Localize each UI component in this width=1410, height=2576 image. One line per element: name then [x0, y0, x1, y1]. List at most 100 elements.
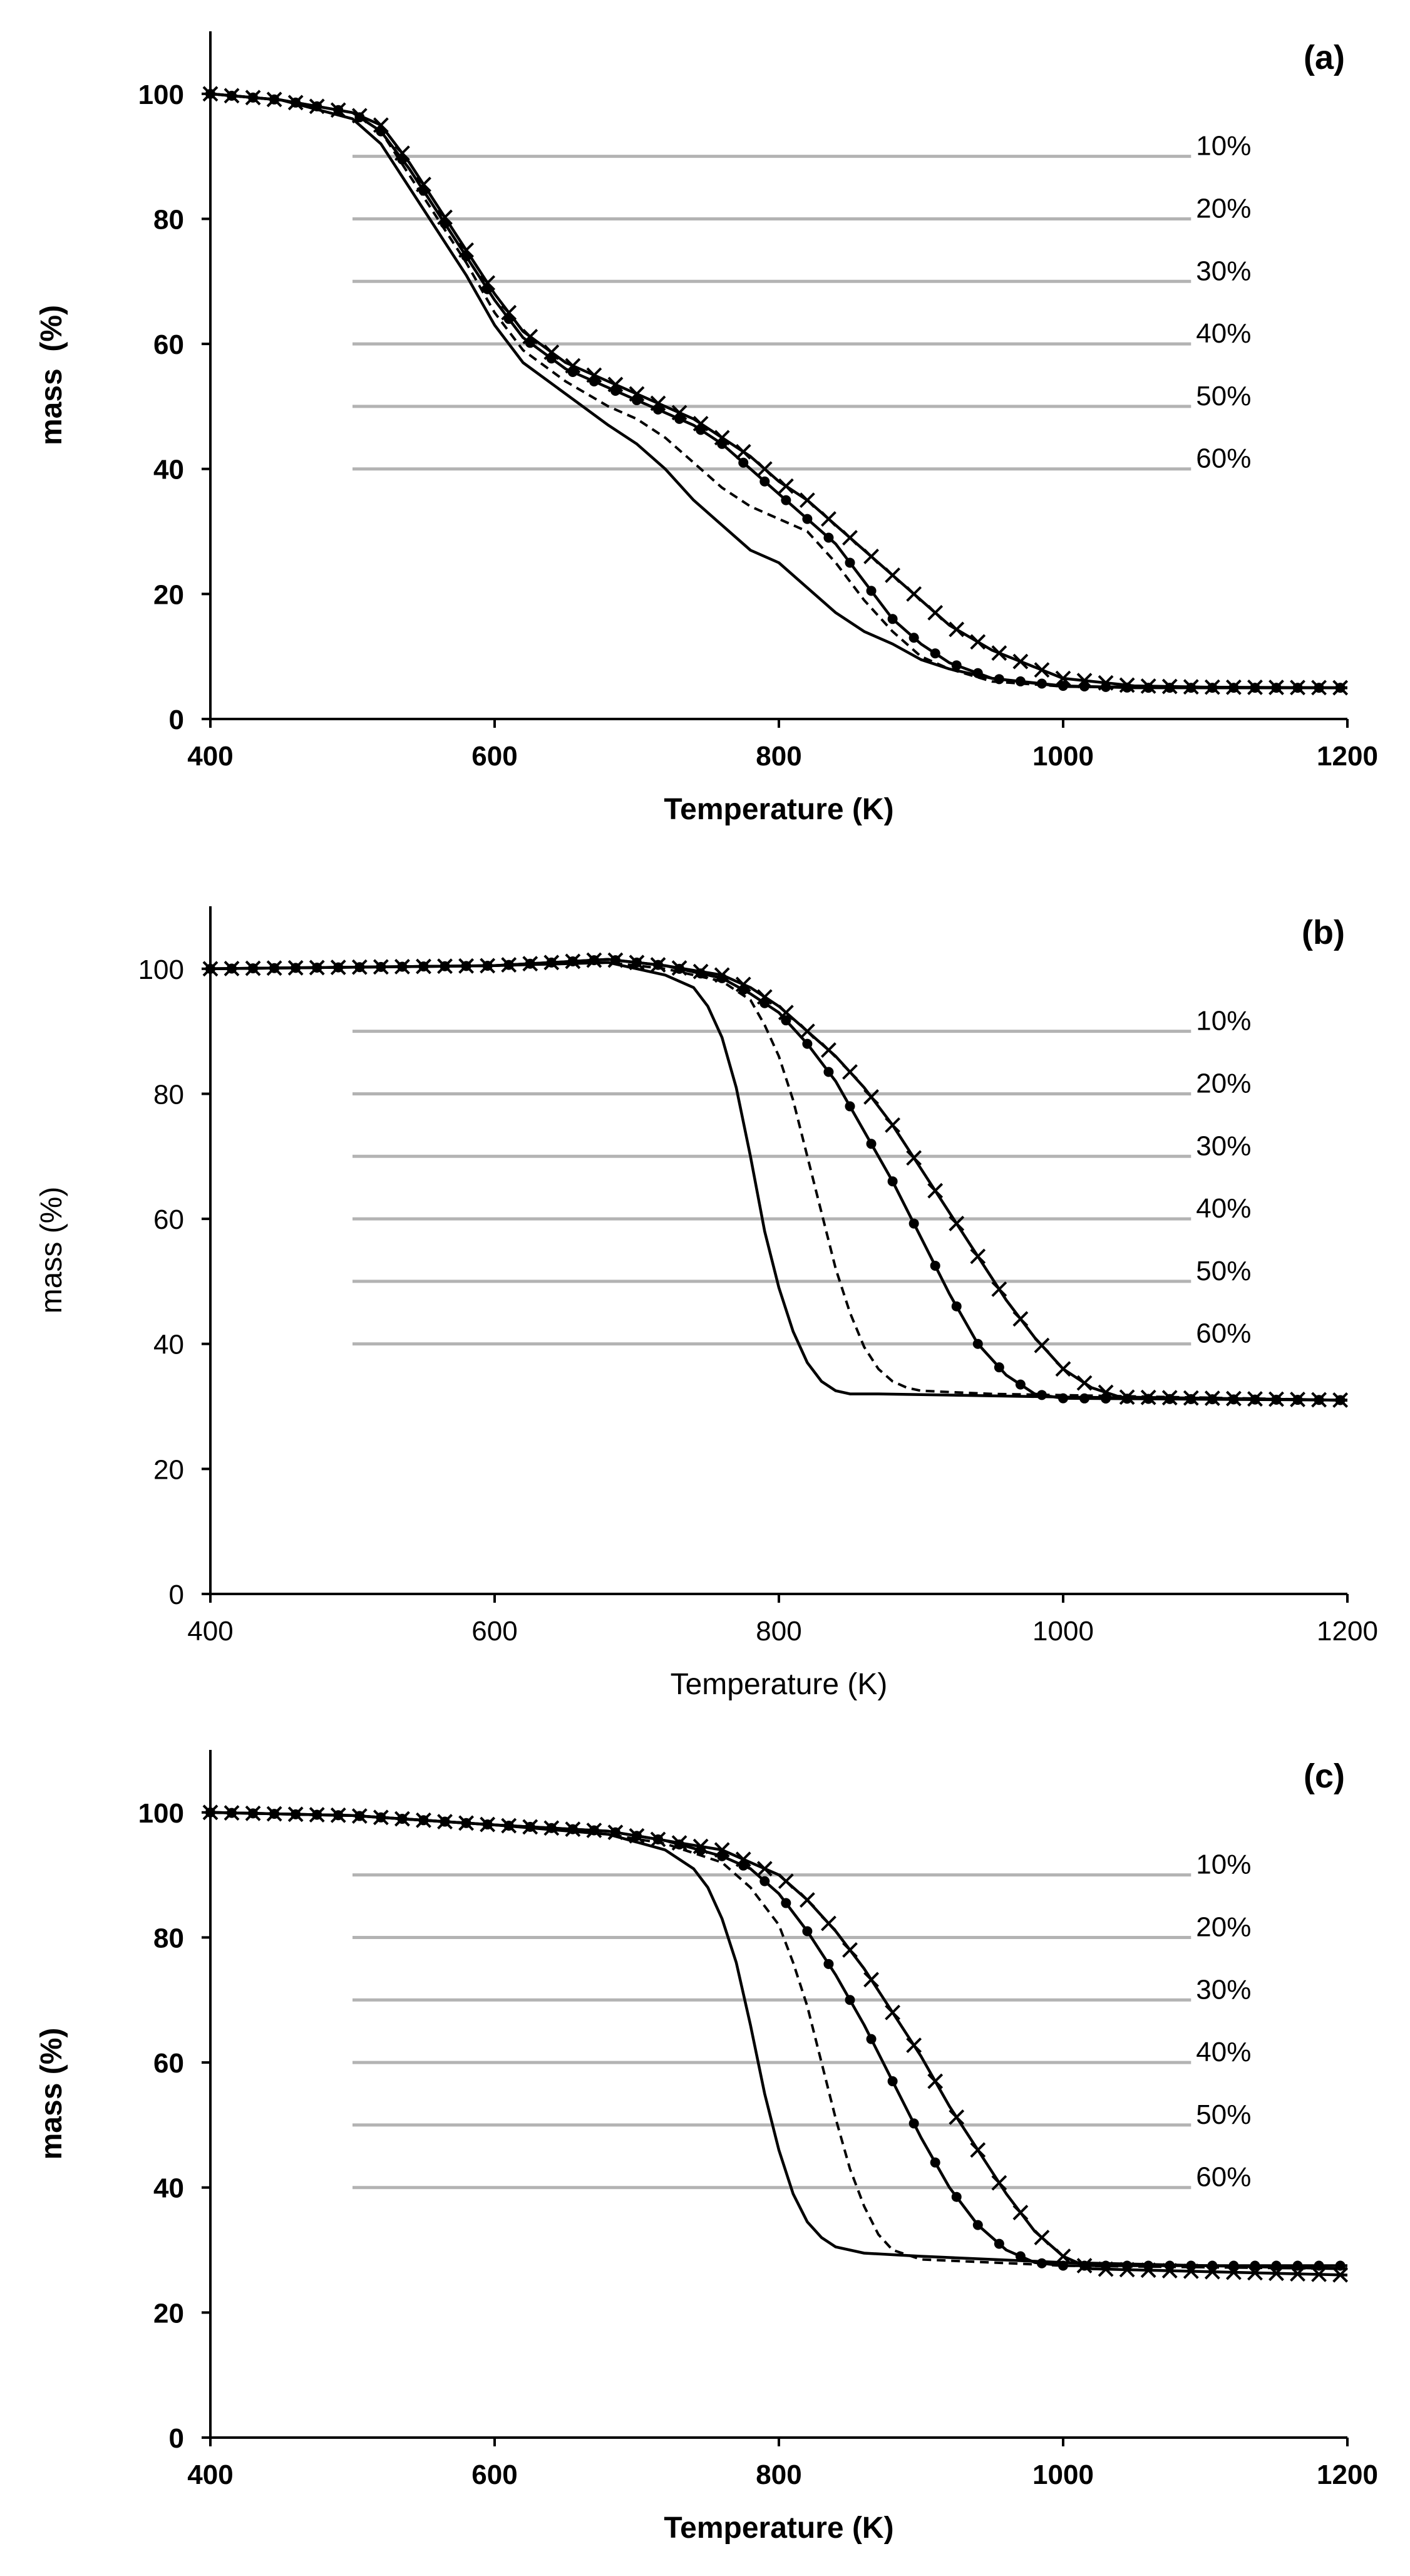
series-line-curve-3 — [210, 92, 1347, 690]
marker-cross — [1290, 680, 1305, 696]
marker-cross — [799, 1892, 815, 1908]
reference-label-50pct: 50% — [1196, 2099, 1251, 2130]
marker-cross — [543, 1820, 560, 1836]
marker-dot — [1036, 1390, 1047, 1400]
y-axis-title: mass (%) — [35, 305, 68, 445]
marker-cross — [522, 329, 538, 344]
x-tick-label: 1200 — [1317, 741, 1378, 772]
marker-cross — [842, 530, 858, 546]
marker-cross — [501, 1818, 517, 1834]
series-line-curve-4 — [210, 92, 1348, 690]
marker-cross — [1311, 2266, 1327, 2282]
y-tick-label: 0 — [169, 1580, 184, 1610]
marker-cross — [1055, 670, 1071, 686]
marker-cross — [821, 1042, 836, 1058]
y-tick-label: 0 — [169, 2423, 184, 2454]
marker-cross — [629, 954, 645, 971]
x-tick-label: 400 — [187, 1616, 233, 1647]
reference-label-60pct: 60% — [1196, 2162, 1251, 2193]
marker-cross — [480, 1816, 496, 1833]
marker-cross — [1119, 2262, 1135, 2278]
series-curve-3 — [205, 88, 1347, 693]
marker-cross — [1012, 1311, 1029, 1327]
marker-dot — [994, 2238, 1004, 2249]
marker-cross — [1204, 1390, 1220, 1407]
marker-cross — [351, 959, 368, 975]
marker-cross — [458, 958, 475, 974]
marker-cross — [906, 2037, 922, 2054]
marker-cross — [1247, 2265, 1263, 2281]
x-tick-label: 800 — [756, 2460, 801, 2490]
marker-cross — [778, 1873, 794, 1890]
marker-cross — [1311, 1392, 1327, 1408]
marker-cross — [266, 960, 282, 976]
series-line-curve-1 — [210, 92, 1347, 690]
reference-label-40pct: 40% — [1196, 2037, 1251, 2067]
marker-dot — [908, 2118, 919, 2129]
marker-cross — [692, 963, 709, 980]
marker-cross — [629, 1828, 645, 1844]
marker-cross — [1055, 1361, 1071, 1377]
marker-cross — [437, 209, 453, 225]
x-axis-title: Temperature (K) — [664, 793, 893, 826]
marker-cross — [1204, 2263, 1220, 2280]
marker-cross — [416, 958, 431, 975]
marker-cross — [885, 1117, 901, 1133]
marker-cross — [202, 1804, 219, 1821]
marker-cross — [330, 102, 346, 118]
y-tick-label: 60 — [153, 2048, 184, 2079]
marker-cross — [202, 961, 219, 977]
marker-cross — [522, 956, 538, 972]
marker-cross — [1119, 1389, 1135, 1405]
series-line-curve-2 — [210, 92, 1347, 690]
marker-cross — [714, 1842, 730, 1858]
marker-cross — [1098, 675, 1114, 691]
marker-cross — [458, 242, 475, 258]
chart-panel-2: 10% 20% 30% 40% 50% 60% 0 20 40 60 80 100 400 600 800 1… — [35, 906, 1378, 1701]
marker-cross — [842, 1064, 858, 1080]
marker-cross — [522, 1819, 538, 1835]
marker-cross — [1098, 2261, 1114, 2277]
marker-cross — [1055, 2248, 1071, 2264]
marker-dot — [1058, 1393, 1068, 1404]
marker-cross — [991, 645, 1007, 661]
marker-cross — [799, 492, 815, 509]
marker-cross — [1268, 680, 1284, 696]
marker-cross — [330, 1807, 346, 1823]
series-line-curve-3 — [210, 1811, 1347, 2267]
y-tick-label: 40 — [153, 2173, 184, 2204]
x-axis-title: Temperature (K) — [671, 1668, 888, 1701]
marker-dot — [802, 1926, 813, 1937]
marker-cross — [1076, 2258, 1093, 2273]
y-tick-label: 60 — [153, 1204, 184, 1235]
marker-cross — [692, 1838, 709, 1854]
marker-cross — [1098, 1384, 1114, 1400]
marker-cross — [906, 586, 922, 602]
reference-label-30pct: 30% — [1196, 1130, 1251, 1161]
marker-dot — [866, 2034, 877, 2044]
marker-cross — [501, 957, 517, 973]
marker-cross — [799, 1023, 815, 1040]
marker-cross — [543, 344, 560, 360]
marker-dot — [908, 1218, 919, 1229]
series-line-curve-2 — [210, 961, 1348, 1402]
marker-cross — [351, 1808, 368, 1824]
marker-cross — [756, 989, 773, 1005]
marker-cross — [1268, 1391, 1284, 1407]
y-tick-label: 20 — [153, 2298, 184, 2329]
marker-cross — [1225, 2264, 1242, 2280]
marker-cross — [970, 634, 986, 650]
reference-label-30pct: 30% — [1196, 1974, 1251, 2005]
series-curve-3 — [205, 1807, 1347, 2271]
reference-label-20pct: 20% — [1196, 1911, 1251, 1942]
y-tick-label: 80 — [153, 1923, 184, 1953]
marker-cross — [287, 1806, 304, 1823]
marker-cross — [480, 958, 496, 974]
reference-label-60pct: 60% — [1196, 1318, 1251, 1349]
marker-dot — [972, 2220, 983, 2230]
marker-cross — [586, 367, 602, 383]
marker-cross — [416, 1812, 431, 1828]
reference-label-20pct: 20% — [1196, 193, 1251, 224]
marker-cross — [224, 88, 240, 104]
marker-cross — [565, 358, 581, 374]
